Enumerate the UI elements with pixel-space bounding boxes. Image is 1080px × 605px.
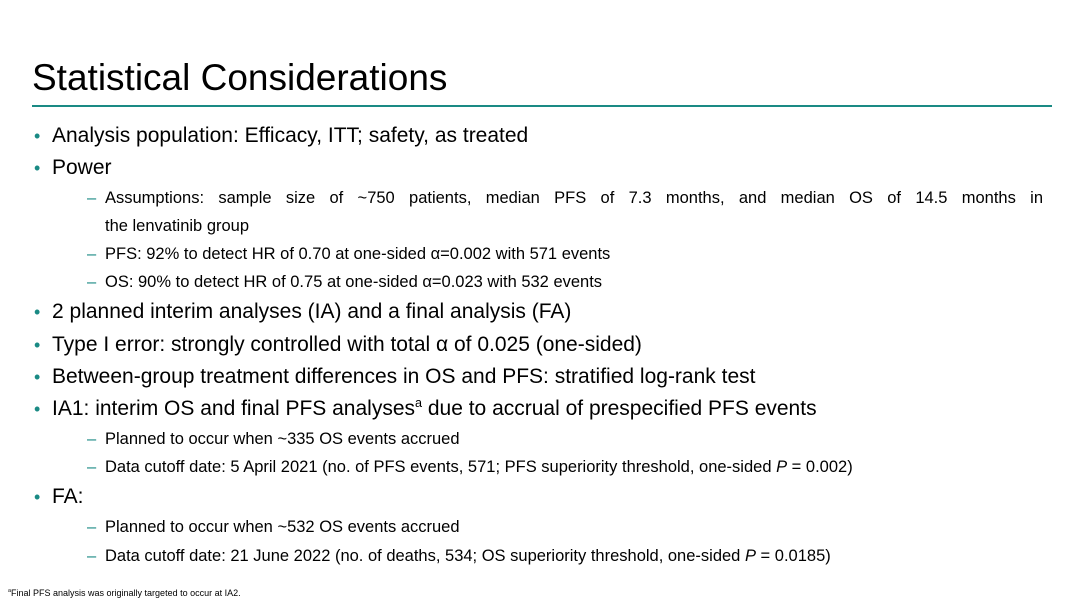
subbullet-fa-planned: – Planned to occur when ~532 OS events ac… — [87, 516, 460, 538]
subbullet-pfs-power: – PFS: 92% to detect HR of 0.70 at one-si… — [87, 243, 611, 265]
footnote-text: Final PFS analysis was originally target… — [11, 588, 241, 598]
slide-title: Statistical Considerations — [32, 57, 448, 98]
bullet-text: Type I error: strongly controlled with t… — [52, 333, 642, 356]
bullet-type1: • Type I error: strongly controlled with … — [34, 332, 642, 358]
title-divider — [32, 105, 1052, 107]
bullet-text: Between-group treatment differences in O… — [52, 365, 756, 388]
subbullet-text: PFS: 92% to detect HR of 0.70 at one-sid… — [105, 245, 611, 263]
subbullet-text: Assumptions: sample size of ~750 patient… — [105, 189, 1043, 207]
bullet-analysis-population: • Analysis population: Efficacy, ITT; saf… — [34, 123, 529, 149]
footnote: aFinal PFS analysis was originally targe… — [8, 587, 241, 599]
bullet-text: Analysis population: Efficacy, ITT; safe… — [52, 124, 529, 147]
bullet-icon: • — [34, 487, 41, 507]
bullet-between-group: • Between-group treatment differences in … — [34, 364, 756, 390]
subbullet-ia1-planned: – Planned to occur when ~335 OS events ac… — [87, 428, 460, 450]
subbullet-fa-cutoff: – Data cutoff date: 21 June 2022 (no. of … — [87, 545, 831, 567]
dash-icon: – — [87, 189, 97, 207]
subbullet-text: = 0.002) — [787, 458, 853, 476]
bullet-interim: • 2 planned interim analyses (IA) and a f… — [34, 299, 572, 325]
subbullet-assumptions: – Assumptions: sample size of ~750 patien… — [87, 187, 1043, 209]
subbullet-assumptions-cont: the lenvatinib group — [105, 215, 249, 237]
subbullet-text: Data cutoff date: 5 April 2021 (no. of P… — [105, 458, 777, 476]
bullet-ia1: • IA1: interim OS and final PFS analysesa… — [34, 396, 817, 422]
bullet-text: IA1: interim OS and final PFS analyses — [52, 397, 415, 420]
bullet-text: 2 planned interim analyses (IA) and a fi… — [52, 300, 572, 323]
bullet-icon: • — [34, 335, 41, 355]
dash-icon: – — [87, 518, 97, 536]
p-symbol: P — [776, 458, 788, 476]
bullet-icon: • — [34, 367, 41, 387]
dash-icon: – — [87, 458, 97, 476]
bullet-fa: • FA: — [34, 484, 84, 510]
subbullet-text: Planned to occur when ~335 OS events acc… — [105, 430, 460, 448]
p-symbol: P — [744, 547, 756, 565]
dash-icon: – — [87, 430, 97, 448]
bullet-text: Power — [52, 156, 112, 179]
subbullet-text: = 0.0185) — [755, 547, 831, 565]
bullet-icon: • — [34, 302, 41, 322]
subbullet-ia1-cutoff: – Data cutoff date: 5 April 2021 (no. of … — [87, 456, 853, 478]
bullet-icon: • — [34, 126, 41, 146]
footnote-marker: a — [8, 588, 11, 594]
subbullet-os-power: – OS: 90% to detect HR of 0.75 at one-sid… — [87, 271, 603, 293]
bullet-power: • Power — [34, 155, 112, 181]
bullet-icon: • — [34, 158, 41, 178]
bullet-icon: • — [34, 399, 41, 419]
subbullet-text: OS: 90% to detect HR of 0.75 at one-side… — [105, 273, 603, 291]
dash-icon: – — [87, 547, 97, 565]
bullet-text: FA: — [52, 485, 84, 508]
dash-icon: – — [87, 273, 97, 291]
subbullet-text: the lenvatinib group — [105, 217, 250, 235]
subbullet-text: Data cutoff date: 21 June 2022 (no. of d… — [105, 547, 745, 565]
dash-icon: – — [87, 245, 97, 263]
bullet-text: due to accrual of prespecified PFS event… — [422, 397, 817, 420]
footnote-marker: a — [415, 396, 423, 410]
subbullet-text: Planned to occur when ~532 OS events acc… — [105, 518, 460, 536]
